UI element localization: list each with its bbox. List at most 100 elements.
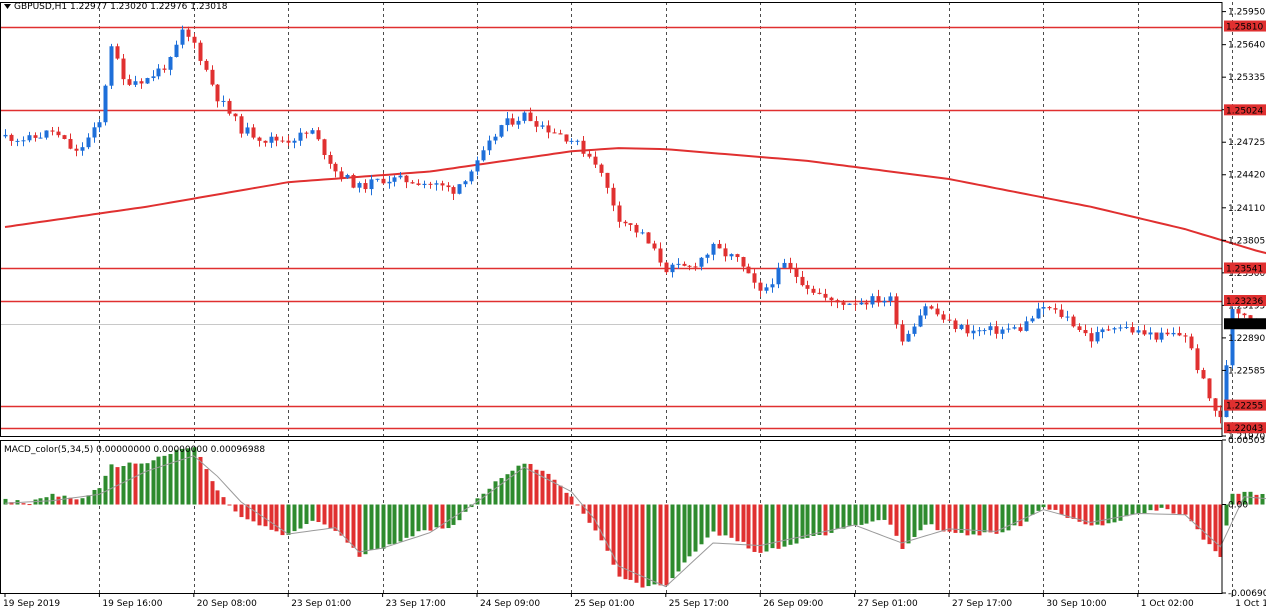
horizontal-level-lines[interactable] <box>0 28 1222 429</box>
candle-bear <box>1054 308 1058 309</box>
candle-bear <box>582 141 586 154</box>
time-tick-label: 23 Sep 01:00 <box>291 599 351 609</box>
time-tick-label: 24 Sep 09:00 <box>480 599 540 609</box>
macd-bar <box>830 505 834 533</box>
macd-bar <box>152 460 156 504</box>
candle-bear <box>264 141 268 143</box>
candle-bear <box>1184 335 1188 336</box>
level-label: 1.22043 <box>1226 424 1263 434</box>
candle-bear <box>205 61 209 70</box>
price-tick-label: 1.25640 <box>1228 41 1265 51</box>
candle-bull <box>960 325 964 329</box>
candle-bull <box>889 296 893 301</box>
price-tick-label: 1.24110 <box>1228 204 1265 214</box>
candle-bull <box>28 135 32 140</box>
macd-bar <box>889 505 893 525</box>
macd-bar <box>211 481 215 504</box>
candle-bear <box>736 254 740 257</box>
macd-bar <box>1072 505 1076 519</box>
candle-bear <box>411 182 415 183</box>
candle-bull <box>913 327 917 334</box>
candle-bear <box>618 205 622 221</box>
candle-bull <box>169 57 173 70</box>
candle-bull <box>104 86 108 123</box>
macd-tick-label: 0.00 <box>1228 501 1248 511</box>
macd-bar <box>1155 505 1159 511</box>
macd-bar <box>718 505 722 536</box>
macd-bar <box>848 505 852 526</box>
macd-bar <box>1107 505 1111 524</box>
candle-bull <box>435 183 439 184</box>
candle-bull <box>4 135 8 136</box>
macd-bar <box>358 505 362 557</box>
macd-bar <box>1048 505 1052 510</box>
macd-bar <box>736 505 740 542</box>
candle-bull <box>246 127 250 133</box>
candle-bull <box>87 137 91 147</box>
candle-bear <box>258 138 262 141</box>
price-tick-label: 1.22585 <box>1228 366 1265 376</box>
macd-bar <box>801 505 805 539</box>
candle-bear <box>836 300 840 302</box>
candle-bear <box>559 133 563 134</box>
candle-bear <box>275 137 279 141</box>
candle-bull <box>1125 327 1129 328</box>
candle-bear <box>565 134 569 141</box>
candle-bull <box>983 330 987 331</box>
candle-bull <box>783 263 787 268</box>
macd-bar <box>252 505 256 522</box>
macd-bar <box>1037 505 1041 511</box>
macd-bar <box>1160 505 1164 508</box>
candle-bear <box>234 114 238 117</box>
candle-bear <box>818 293 822 294</box>
macd-bar <box>653 505 657 585</box>
time-tick-label: 20 Sep 08:00 <box>197 599 257 609</box>
candle-bear <box>51 130 55 131</box>
macd-bar <box>865 505 869 524</box>
candle-bull <box>777 268 781 284</box>
candle-bull <box>1101 329 1105 332</box>
candle-bear <box>305 133 309 134</box>
candle-bear <box>535 121 539 127</box>
macd-bar <box>57 497 61 505</box>
candle-bull <box>771 284 775 287</box>
macd-bar <box>51 494 55 505</box>
candle-bull <box>1113 328 1117 329</box>
candle-bear <box>683 264 687 266</box>
macd-bar <box>1131 505 1135 515</box>
macd-bar <box>146 463 150 504</box>
macd-bar <box>671 505 675 579</box>
macd-bar <box>311 505 315 521</box>
candle-bull <box>1001 329 1005 333</box>
macd-bar <box>234 505 238 512</box>
candle-bear <box>334 164 338 172</box>
candle-bear <box>789 263 793 268</box>
candle-bear <box>1208 378 1212 398</box>
candle-bull <box>919 315 923 326</box>
candle-bear <box>812 289 816 293</box>
candle-bear <box>824 294 828 298</box>
candle-bear <box>140 81 144 83</box>
candle-bull <box>146 78 150 83</box>
triangle-down-icon[interactable] <box>4 4 11 9</box>
candle-bear <box>1019 327 1023 331</box>
macd-bar <box>270 505 274 530</box>
level-label: 1.23236 <box>1226 297 1263 307</box>
price-axis[interactable]: 1.259501.256401.253351.250301.247251.244… <box>1222 8 1265 442</box>
candle-bull <box>860 303 864 305</box>
macd-bar <box>836 505 840 529</box>
candle-bear <box>842 302 846 305</box>
price-tick-label: 1.25950 <box>1228 8 1265 18</box>
macd-bar <box>730 505 734 538</box>
macd-bar <box>110 464 114 504</box>
candle-bear <box>429 184 433 185</box>
candle-bull <box>152 76 156 78</box>
macd-bar <box>1178 505 1182 515</box>
macd-bar <box>724 505 728 536</box>
macd-bar <box>494 481 498 504</box>
macd-bar <box>706 505 710 538</box>
